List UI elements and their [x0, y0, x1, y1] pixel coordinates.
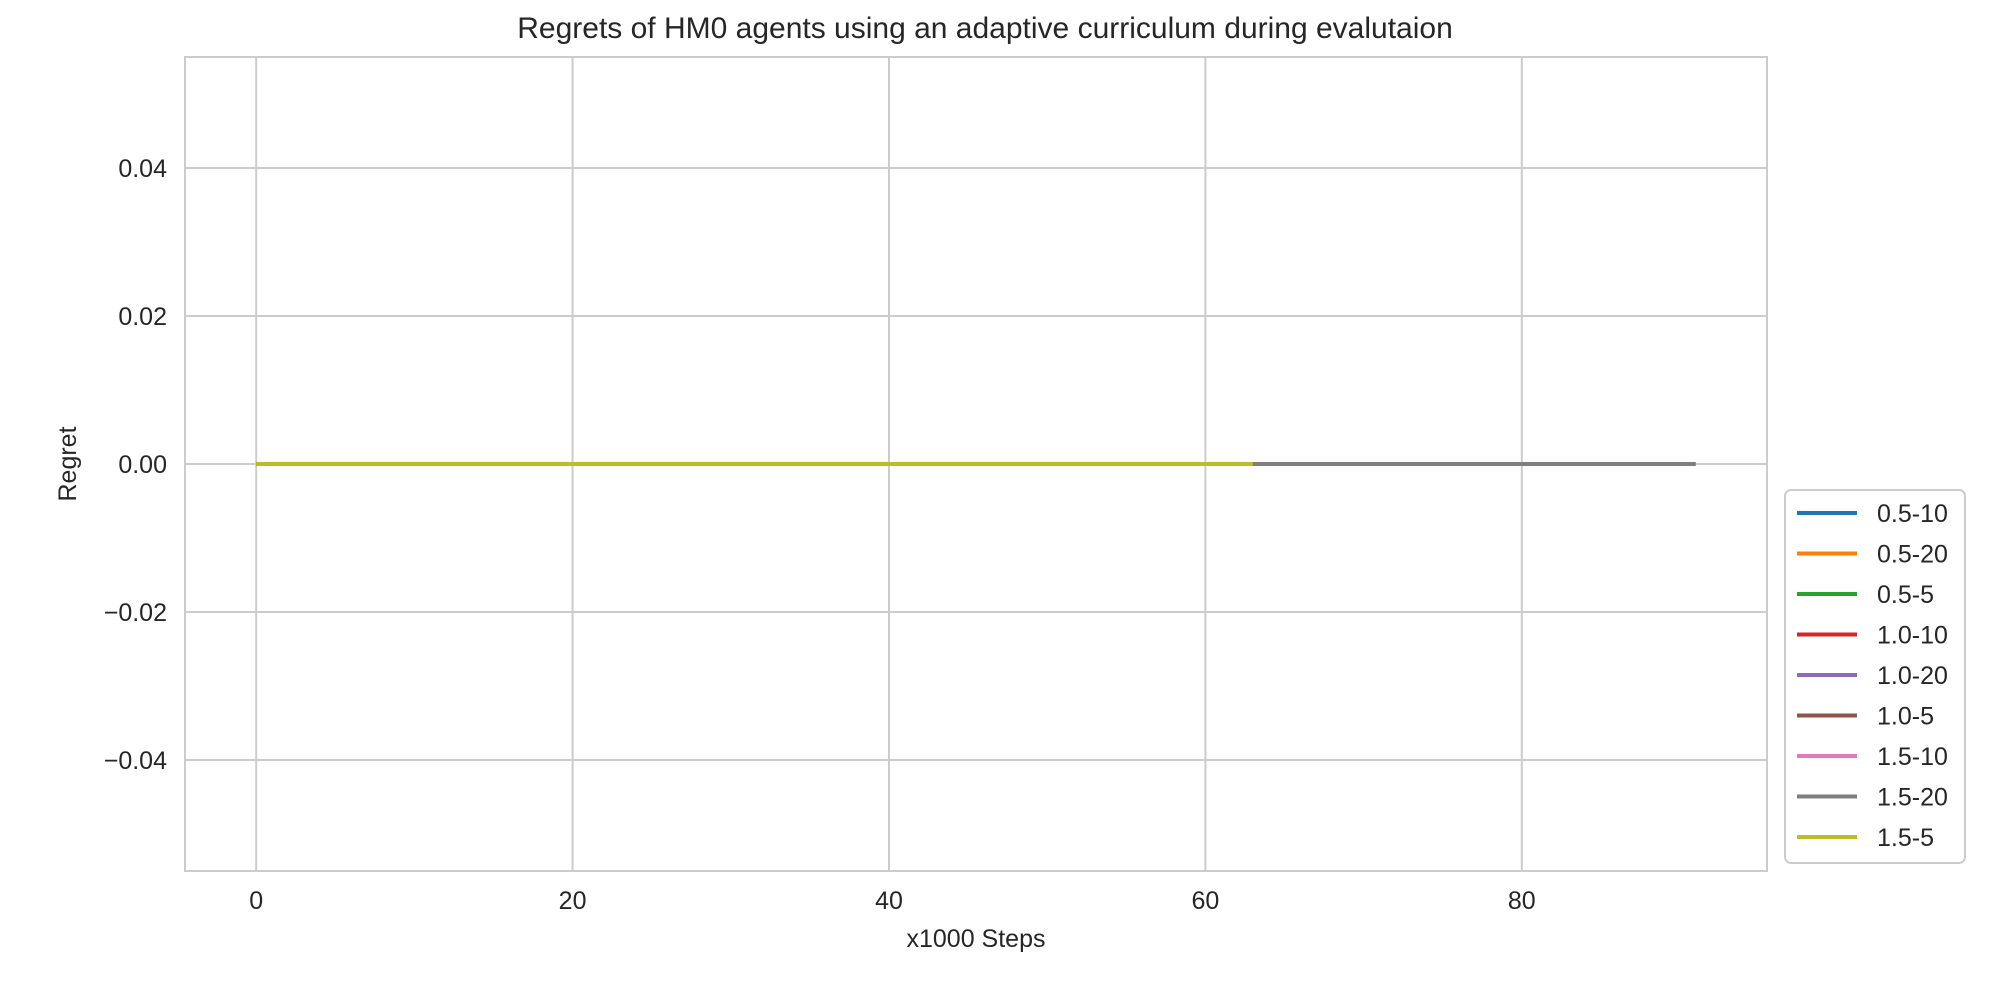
- x-tick-label: 20: [559, 887, 587, 915]
- y-tick-label: −0.04: [104, 747, 167, 775]
- legend-label: 0.5-5: [1877, 581, 1934, 609]
- x-axis-label: x1000 Steps: [907, 925, 1046, 953]
- legend-box: [1784, 489, 1966, 864]
- tick-layer: 0 20 40 60 80 −0.04 −0.02 0.00 0.02 0.04: [104, 155, 1536, 915]
- y-tick-label: 0.00: [118, 451, 167, 479]
- legend-label: 1.5-10: [1877, 743, 1948, 771]
- legend-label: 0.5-20: [1877, 541, 1948, 569]
- legend-label: 1.0-10: [1877, 622, 1948, 650]
- chart-title: Regrets of HM0 agents using an adaptive …: [517, 12, 1453, 45]
- x-tick-label: 80: [1508, 887, 1536, 915]
- y-tick-label: 0.02: [118, 303, 167, 331]
- legend-label: 1.0-20: [1877, 662, 1948, 690]
- y-axis-label: Regret: [54, 426, 82, 501]
- plot-frame: [184, 56, 1768, 872]
- legend-label: 0.5-10: [1877, 500, 1948, 528]
- x-tick-label: 60: [1191, 887, 1219, 915]
- legend-label: 1.5-5: [1877, 824, 1934, 852]
- x-tick-label: 0: [249, 887, 263, 915]
- legend: 0.5-10 0.5-20 0.5-5 1.0-10 1.0-20 1.0-5 1.5-10…: [1784, 489, 1966, 864]
- y-tick-label: −0.02: [104, 599, 167, 627]
- y-tick-label: 0.04: [118, 155, 167, 183]
- legend-label: 1.5-20: [1877, 784, 1948, 812]
- x-tick-label: 40: [875, 887, 903, 915]
- legend-label: 1.0-5: [1877, 703, 1934, 731]
